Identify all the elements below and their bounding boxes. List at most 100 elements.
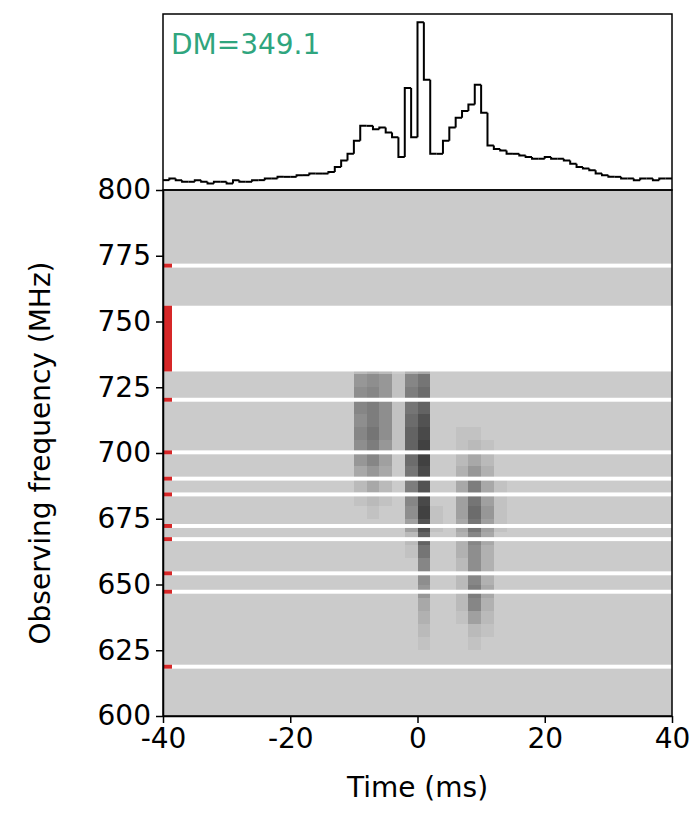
profile-step: [182, 180, 188, 182]
cell: [341, 453, 354, 466]
cell: [354, 611, 367, 624]
cell: [443, 611, 456, 624]
cell: [456, 624, 469, 637]
cell: [354, 506, 367, 519]
tick: 20: [527, 716, 563, 755]
cell: [481, 414, 494, 427]
cell: [494, 427, 507, 440]
cell: [354, 479, 367, 492]
tick-label: 775: [98, 239, 151, 272]
profile-step: [481, 85, 487, 113]
cell: [354, 637, 367, 650]
profile-step: [214, 182, 220, 184]
tick-label: 0: [409, 722, 427, 755]
cell: [367, 400, 380, 413]
masked-flag: [163, 524, 172, 528]
cell: [392, 427, 405, 440]
cell: [418, 624, 431, 637]
cell: [443, 453, 456, 466]
profile-step: [278, 177, 284, 179]
cell: [468, 506, 481, 519]
profile-step: [297, 175, 303, 177]
cell: [468, 545, 481, 558]
tick-mark: [156, 321, 163, 323]
cell: [405, 611, 418, 624]
cell: [430, 453, 443, 466]
cell: [494, 414, 507, 427]
cell: [430, 558, 443, 571]
cell: [468, 611, 481, 624]
profile-step: [386, 127, 392, 132]
cells: [341, 361, 506, 650]
cell: [443, 414, 456, 427]
cell: [481, 427, 494, 440]
cell: [341, 479, 354, 492]
masked-channel: [163, 492, 672, 496]
cell: [481, 374, 494, 387]
cell: [468, 558, 481, 571]
cell: [456, 545, 469, 558]
cell: [341, 624, 354, 637]
cell: [468, 624, 481, 637]
cell: [456, 374, 469, 387]
cell: [341, 427, 354, 440]
profile-step: [577, 164, 583, 167]
profile-step: [360, 126, 366, 141]
cell: [367, 558, 380, 571]
cell: [367, 611, 380, 624]
cell: [418, 611, 431, 624]
tick: 40: [655, 716, 691, 755]
tick-label: 675: [98, 502, 151, 535]
cell: [456, 427, 469, 440]
profile-step: [309, 174, 315, 176]
profile-step: [583, 167, 589, 169]
cell: [430, 506, 443, 519]
cell: [405, 427, 418, 440]
cell: [392, 558, 405, 571]
masked-channel: [163, 264, 672, 268]
chart: DM=349.1600625650675700725750775800-40-2…: [0, 0, 697, 814]
cell: [430, 545, 443, 558]
profile-step: [443, 141, 449, 154]
profile-step: [602, 174, 608, 176]
cell: [468, 427, 481, 440]
plot-area: [163, 190, 672, 716]
cell: [367, 453, 380, 466]
cell: [418, 637, 431, 650]
cell: [379, 611, 392, 624]
masked-channel: [163, 306, 672, 372]
cell: [468, 414, 481, 427]
tick-label: 750: [98, 305, 151, 338]
cell: [392, 414, 405, 427]
cell: [341, 400, 354, 413]
cell: [418, 427, 431, 440]
tick: -40: [141, 716, 187, 755]
cell: [443, 400, 456, 413]
y-axis-title: Observing frequency (MHz): [24, 261, 57, 644]
tick-label: -40: [141, 722, 187, 755]
cell: [418, 479, 431, 492]
tick: 800: [98, 173, 163, 206]
cell: [430, 374, 443, 387]
cell: [341, 558, 354, 571]
cell: [481, 506, 494, 519]
cell: [405, 558, 418, 571]
masked-channel: [163, 450, 672, 454]
cell: [341, 637, 354, 650]
cell: [367, 506, 380, 519]
cell: [405, 453, 418, 466]
cell: [405, 374, 418, 387]
profile-step: [519, 154, 525, 156]
cell: [405, 479, 418, 492]
cell: [341, 611, 354, 624]
cell: [481, 598, 494, 611]
tick: 0: [409, 716, 427, 755]
profile: [163, 22, 672, 183]
tick: 625: [98, 634, 163, 667]
cell: [430, 479, 443, 492]
masked-channels: [163, 264, 672, 669]
cell: [354, 545, 367, 558]
cell: [367, 414, 380, 427]
cell: [392, 598, 405, 611]
masked-channel: [163, 665, 672, 669]
